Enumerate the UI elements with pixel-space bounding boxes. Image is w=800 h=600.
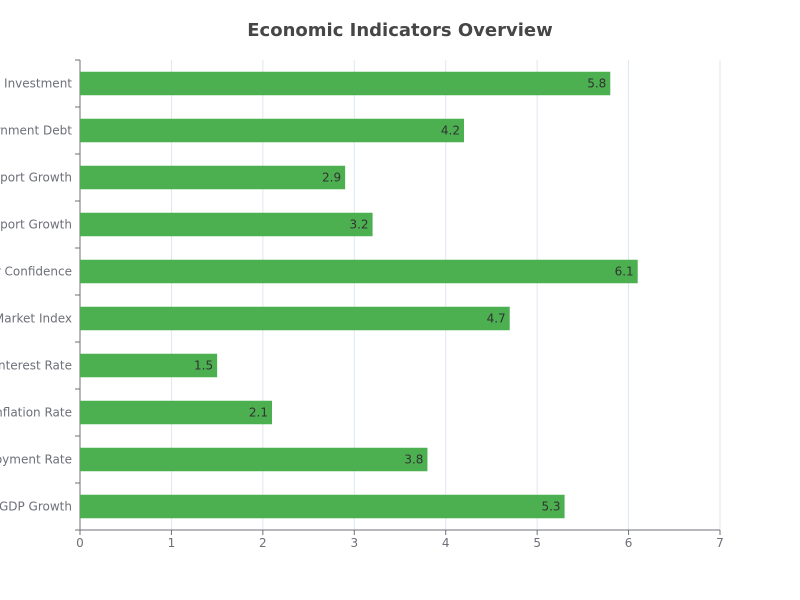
data-label: 4.2 <box>441 124 460 138</box>
x-tick-label: 3 <box>350 536 358 550</box>
data-label: 5.8 <box>587 77 606 91</box>
category-label: GDP Growth <box>0 500 72 514</box>
x-tick-label: 6 <box>625 536 633 550</box>
bar[interactable] <box>80 400 272 425</box>
bars <box>80 71 638 519</box>
category-label: rnment Debt <box>0 124 72 138</box>
category-label: xport Growth <box>0 218 72 232</box>
category-label: nflation Rate <box>0 406 72 420</box>
data-label: 6.1 <box>615 265 634 279</box>
category-label: oyment Rate <box>0 453 72 467</box>
chart-title: Economic Indicators Overview <box>247 20 553 41</box>
category-label: Interest Rate <box>0 359 72 373</box>
data-label: 4.7 <box>487 312 506 326</box>
bar[interactable] <box>80 494 565 519</box>
x-tick-label: 7 <box>716 536 724 550</box>
x-tick-label: 2 <box>259 536 267 550</box>
x-tick-label: 5 <box>533 536 541 550</box>
x-tick-label: 4 <box>442 536 450 550</box>
category-label: n Investment <box>0 77 72 91</box>
bar[interactable] <box>80 212 373 237</box>
x-tick-label: 0 <box>76 536 84 550</box>
category-label: nport Growth <box>0 171 72 185</box>
bar[interactable] <box>80 306 510 331</box>
data-label: 1.5 <box>194 359 213 373</box>
category-label: Market Index <box>0 312 72 326</box>
bar[interactable] <box>80 71 611 96</box>
data-label: 5.3 <box>541 500 560 514</box>
bar[interactable] <box>80 165 346 190</box>
bar[interactable] <box>80 118 464 143</box>
bar[interactable] <box>80 259 638 284</box>
labels: 0 1 2 3 4 5 6 7 5.3 GDP Growth 3.8 oyment Rate 2.1 nf… <box>0 77 724 551</box>
x-tick-label: 1 <box>168 536 176 550</box>
bar[interactable] <box>80 353 218 378</box>
data-label: 3.8 <box>404 453 423 467</box>
data-label: 2.1 <box>249 406 268 420</box>
category-label: r Confidence <box>0 265 72 279</box>
data-label: 2.9 <box>322 171 341 185</box>
data-label: 3.2 <box>349 218 368 232</box>
bar[interactable] <box>80 447 428 472</box>
